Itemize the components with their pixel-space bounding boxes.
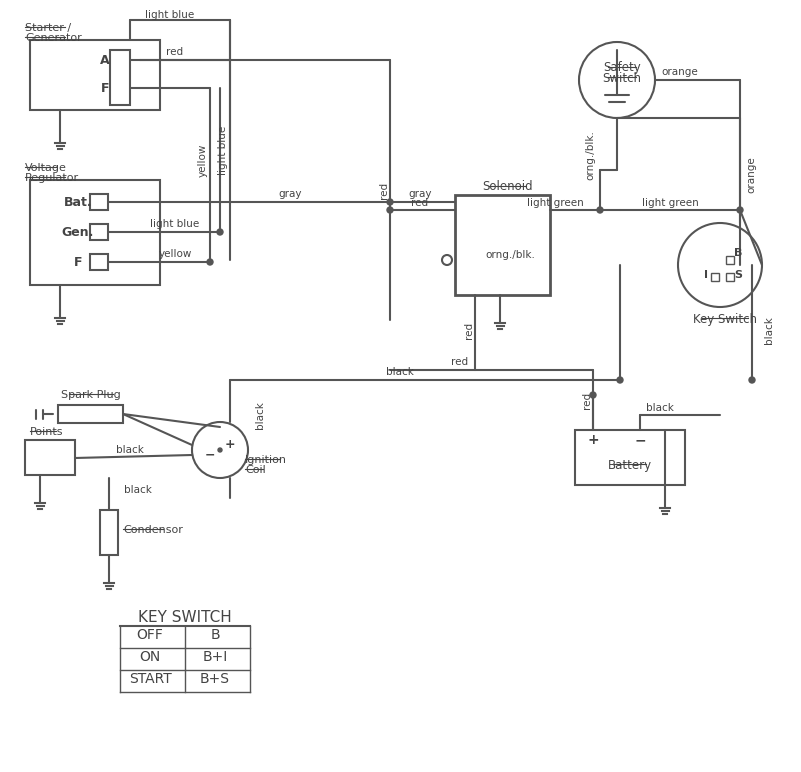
Text: orng./blk.: orng./blk. <box>585 130 595 180</box>
Bar <box>58 405 123 423</box>
Text: red: red <box>452 357 469 367</box>
Text: yellow: yellow <box>198 144 208 177</box>
Text: orange: orange <box>662 67 698 77</box>
Text: Safety: Safety <box>603 62 641 75</box>
Text: B: B <box>734 248 743 258</box>
Text: I: I <box>704 270 708 280</box>
Text: black: black <box>386 367 414 377</box>
Text: light blue: light blue <box>218 125 228 174</box>
Text: light green: light green <box>526 198 583 208</box>
Text: black: black <box>646 403 674 413</box>
Text: S: S <box>734 270 742 280</box>
Text: Bat.: Bat. <box>64 195 92 208</box>
Text: B: B <box>210 628 219 642</box>
Bar <box>100 510 118 555</box>
Text: light green: light green <box>642 198 698 208</box>
Text: Points: Points <box>30 427 63 437</box>
Text: gray: gray <box>278 189 302 199</box>
Circle shape <box>590 392 596 398</box>
Text: Coil: Coil <box>245 465 266 475</box>
Bar <box>726 273 734 281</box>
Text: B+S: B+S <box>200 672 230 686</box>
Text: Spark Plug: Spark Plug <box>61 390 120 400</box>
Circle shape <box>217 229 223 235</box>
Text: red: red <box>412 198 429 208</box>
Text: F: F <box>101 82 109 94</box>
Bar <box>90 254 108 270</box>
Circle shape <box>218 448 222 452</box>
Text: −: − <box>634 433 646 447</box>
Bar <box>726 256 734 264</box>
Text: Starter /: Starter / <box>25 23 71 33</box>
Text: ON: ON <box>139 650 161 664</box>
Text: Regulator: Regulator <box>25 173 79 183</box>
Circle shape <box>749 377 755 383</box>
Text: F: F <box>74 256 83 269</box>
Text: KEY SWITCH: KEY SWITCH <box>138 611 231 625</box>
Bar <box>455 195 550 295</box>
Text: red: red <box>379 181 389 198</box>
Bar <box>711 273 719 281</box>
Text: Generator: Generator <box>25 33 82 43</box>
Text: red: red <box>167 47 183 57</box>
Circle shape <box>387 199 393 205</box>
Text: gray: gray <box>409 189 432 199</box>
Text: black: black <box>124 485 152 495</box>
Text: Battery: Battery <box>608 459 652 472</box>
Text: −: − <box>205 449 215 462</box>
Circle shape <box>207 259 213 265</box>
Text: Voltage: Voltage <box>25 163 66 173</box>
Text: black: black <box>116 445 144 455</box>
Bar <box>110 50 130 105</box>
Text: Gen.: Gen. <box>62 225 95 239</box>
Text: B+I: B+I <box>203 650 227 664</box>
Circle shape <box>387 207 393 213</box>
Text: light blue: light blue <box>145 10 195 20</box>
Circle shape <box>597 207 603 213</box>
Text: orng./blk.: orng./blk. <box>485 250 535 260</box>
Bar <box>30 40 160 110</box>
Text: yellow: yellow <box>159 249 191 259</box>
Text: Condensor: Condensor <box>123 525 183 535</box>
Bar <box>30 180 160 285</box>
Bar <box>90 194 108 210</box>
Text: red: red <box>464 321 474 339</box>
Text: OFF: OFF <box>136 628 163 642</box>
Text: orange: orange <box>746 157 756 193</box>
Text: +: + <box>587 433 599 447</box>
Text: black: black <box>764 316 774 344</box>
Text: Solenoid: Solenoid <box>482 181 533 194</box>
Bar <box>25 440 75 475</box>
Circle shape <box>617 377 623 383</box>
Circle shape <box>737 207 743 213</box>
Text: red: red <box>582 391 592 408</box>
Text: +: + <box>225 438 235 452</box>
Bar <box>575 430 685 485</box>
Text: Ignition: Ignition <box>245 455 287 465</box>
Text: Switch: Switch <box>602 72 642 84</box>
Text: Key Switch: Key Switch <box>693 313 757 326</box>
Text: START: START <box>129 672 171 686</box>
Text: light blue: light blue <box>151 219 199 229</box>
Text: A: A <box>100 53 110 66</box>
Bar <box>90 224 108 240</box>
Text: black: black <box>255 401 265 429</box>
